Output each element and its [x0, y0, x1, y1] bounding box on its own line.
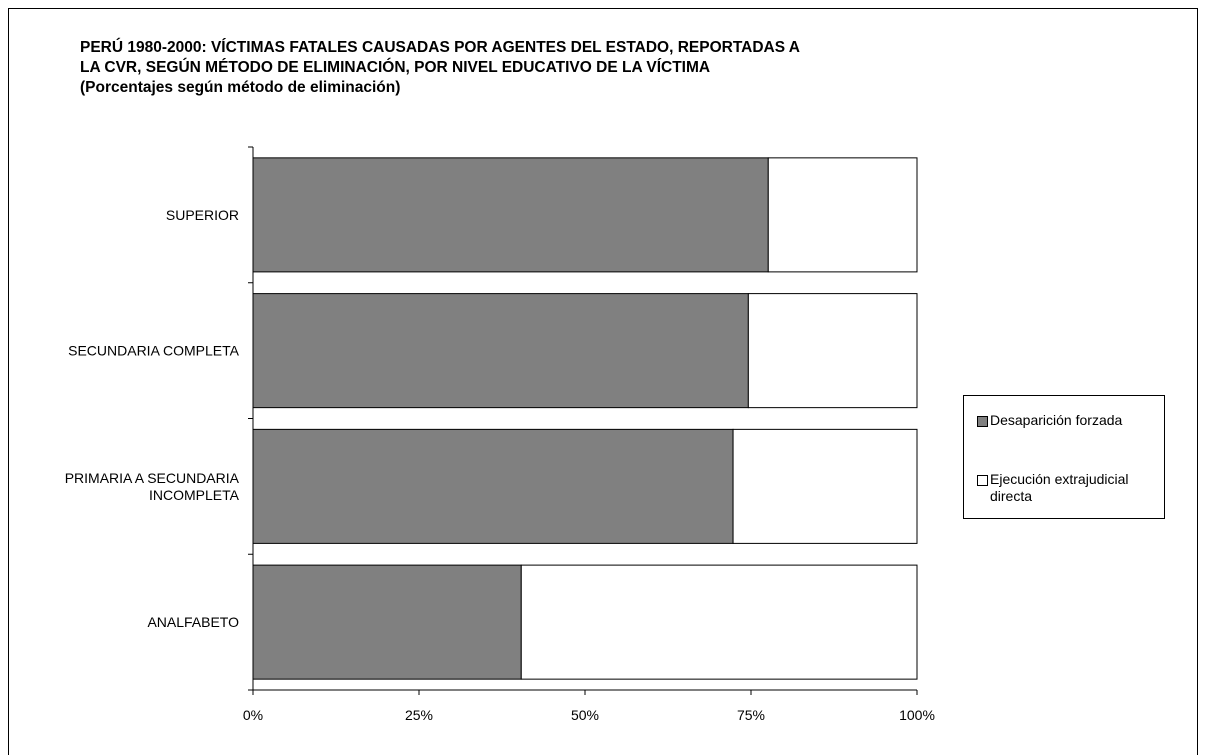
legend: Desaparición forzada Ejecución extrajudi… [963, 395, 1165, 519]
category-label-line: SECUNDARIA COMPLETA [68, 343, 240, 359]
bar-segment-0-1 [252, 293, 749, 409]
x-tick-label-1: 25% [405, 707, 433, 723]
bar-segment-1-0 [767, 157, 918, 273]
legend-item-ejecucion: Ejecución extrajudicial directa [977, 471, 1160, 505]
category-labels: SUPERIOR SECUNDARIA COMPLETA PRIMARIA A SE… [65, 207, 240, 630]
bar-segment-1-1 [747, 293, 918, 409]
category-label-line: SUPERIOR [166, 207, 239, 223]
category-label-3: ANALFABETO [147, 614, 239, 630]
chart-frame [8, 8, 1198, 755]
bars-group [252, 157, 918, 680]
legend-swatch-desaparicion [977, 416, 988, 427]
chart-title-line-2: LA CVR, SEGÚN MÉTODO DE ELIMINACIÓN, POR… [80, 59, 711, 76]
legend-swatch-ejecucion [977, 475, 988, 486]
axes-group [248, 146, 918, 695]
category-label-0: SUPERIOR [166, 207, 239, 223]
chart-title: PERÚ 1980-2000: VÍCTIMAS FATALES CAUSADA… [80, 38, 1080, 98]
category-label-line: ANALFABETO [147, 614, 239, 630]
legend-label-desaparicion: Desaparición forzada [990, 412, 1123, 428]
category-label-2: PRIMARIA A SECUNDARIA INCOMPLETA [65, 470, 240, 503]
chart-title-line-3: (Porcentajes según método de eliminación… [80, 79, 401, 96]
category-label-line: INCOMPLETA [149, 487, 240, 503]
legend-item-desaparicion: Desaparición forzada [977, 412, 1160, 429]
x-tick-labels: 0% 25% 50% 75% 100% [243, 707, 935, 723]
bar-segment-0-2 [252, 428, 734, 544]
chart-title-line-1: PERÚ 1980-2000: VÍCTIMAS FATALES CAUSADA… [80, 39, 801, 56]
bar-segment-1-2 [732, 428, 918, 544]
bar-segment-0-3 [252, 564, 522, 680]
bar-segment-0-0 [252, 157, 769, 273]
x-tick-label-0: 0% [243, 707, 263, 723]
x-tick-label-3: 75% [737, 707, 765, 723]
x-tick-label-4: 100% [899, 707, 935, 723]
bar-segment-1-3 [520, 564, 918, 680]
category-label-line: PRIMARIA A SECUNDARIA [65, 470, 240, 486]
x-tick-label-2: 50% [571, 707, 599, 723]
legend-label-ejecucion: Ejecución extrajudicial directa [990, 471, 1129, 504]
category-label-1: SECUNDARIA COMPLETA [68, 343, 240, 359]
